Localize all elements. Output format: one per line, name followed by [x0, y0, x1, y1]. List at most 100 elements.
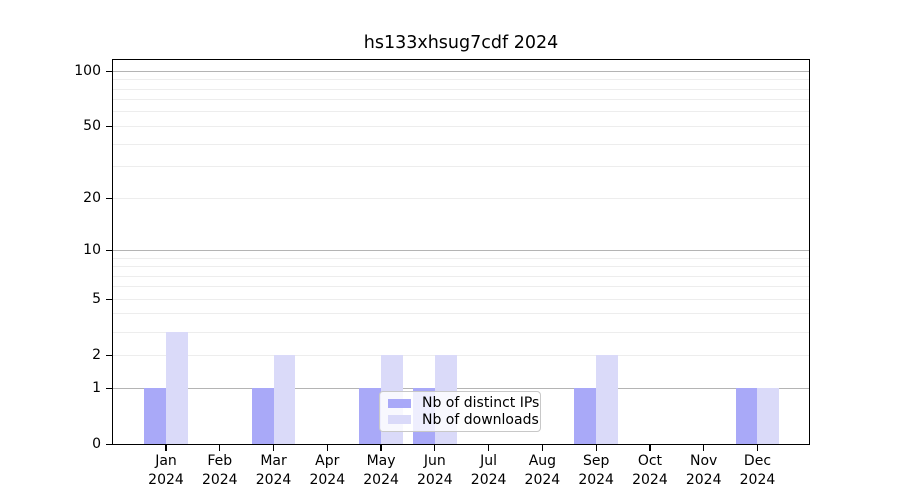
x-tick-month: Jan — [155, 452, 177, 469]
legend-swatch-downloads — [388, 415, 411, 425]
x-tick-year: 2024 — [685, 472, 722, 488]
x-tick-mark — [756, 444, 759, 451]
y-tick-mark — [106, 298, 113, 301]
legend-item: Nb of downloads — [388, 412, 539, 428]
x-tick-label: May 2024 — [349, 452, 413, 491]
x-tick-mark — [219, 444, 221, 451]
x-tick-year: 2024 — [309, 472, 346, 488]
bar-distinct-ips — [735, 387, 758, 444]
x-tick-mark — [272, 444, 275, 451]
legend-label-downloads: Nb of downloads — [422, 411, 539, 428]
bar-distinct-ips — [359, 387, 382, 444]
minor-gridline — [113, 125, 809, 127]
x-tick-label: Nov 2024 — [672, 452, 736, 491]
y-tick-mark — [106, 125, 113, 128]
minor-gridline — [113, 266, 809, 267]
x-tick-month: Mar — [260, 452, 287, 469]
minor-gridline — [113, 354, 809, 356]
minor-gridline — [113, 99, 809, 101]
y-tick-mark — [106, 387, 113, 389]
legend-label-distinct_ips: Nb of distinct IPs — [422, 395, 540, 412]
x-tick-month: Feb — [207, 452, 233, 469]
x-tick-mark — [595, 444, 597, 451]
x-tick-label: Dec 2024 — [725, 452, 789, 491]
x-tick-mark — [380, 444, 382, 451]
legend: Nb of distinct IPs Nb of downloads — [379, 391, 541, 432]
x-tick-month: Jun — [423, 452, 446, 469]
minor-gridline — [113, 298, 809, 300]
minor-gridline — [113, 331, 809, 333]
chart-title: hs133xhsug7cdf 2024 — [363, 33, 559, 53]
x-tick-year: 2024 — [524, 472, 561, 488]
y-tick-label: 0 — [92, 435, 101, 452]
bar-downloads — [596, 354, 618, 444]
x-tick-month: Jul — [480, 452, 498, 469]
y-tick-label: 50 — [83, 117, 101, 134]
y-tick-mark — [106, 443, 113, 445]
x-tick-month: Aug — [528, 452, 557, 469]
y-tick-label: 20 — [83, 189, 101, 206]
x-tick-year: 2024 — [470, 472, 507, 488]
y-tick-label: 5 — [92, 290, 101, 307]
x-tick-year: 2024 — [578, 472, 614, 488]
major-gridline — [113, 70, 809, 72]
y-tick-mark — [106, 354, 113, 357]
y-tick-label: 10 — [83, 241, 101, 258]
x-tick-month: Apr — [315, 452, 340, 469]
x-tick-year: 2024 — [363, 472, 399, 488]
x-tick-year: 2024 — [255, 472, 292, 488]
x-tick-label: Jun 2024 — [403, 452, 467, 491]
x-tick-label: Apr 2024 — [295, 452, 359, 491]
y-tick-label: 100 — [74, 62, 101, 79]
x-tick-month: Dec — [743, 452, 772, 469]
minor-gridline — [113, 79, 809, 81]
x-tick-mark — [541, 444, 544, 451]
x-tick-month: Oct — [637, 452, 663, 469]
plot-frame — [112, 59, 810, 445]
minor-gridline — [113, 143, 809, 145]
minor-gridline — [113, 286, 809, 288]
minor-gridline — [113, 313, 809, 315]
y-tick-label: 1 — [92, 379, 101, 396]
x-tick-year: 2024 — [417, 472, 453, 488]
x-tick-mark — [487, 444, 490, 451]
x-tick-mark — [165, 444, 167, 451]
x-tick-label: Mar 2024 — [242, 452, 306, 491]
x-tick-year: 2024 — [739, 472, 776, 488]
x-tick-label: Oct 2024 — [618, 452, 682, 491]
x-tick-label: Sep 2024 — [564, 452, 628, 491]
minor-gridline — [113, 88, 809, 90]
minor-gridline — [113, 275, 809, 277]
x-tick-mark — [703, 444, 705, 451]
major-gridline — [113, 387, 809, 389]
x-tick-mark — [649, 444, 651, 451]
x-tick-year: 2024 — [201, 472, 238, 488]
x-tick-year: 2024 — [632, 472, 668, 488]
x-tick-month: Nov — [690, 452, 718, 469]
minor-gridline — [113, 257, 809, 259]
bar-distinct-ips — [251, 387, 274, 444]
bar-downloads — [273, 354, 296, 444]
legend-swatch-distinct_ips — [388, 398, 411, 408]
y-tick-mark — [106, 197, 113, 199]
x-tick-mark — [434, 444, 436, 451]
x-tick-year: 2024 — [148, 472, 184, 488]
y-tick-mark — [106, 249, 113, 252]
bar-distinct-ips — [574, 387, 597, 444]
minor-gridline — [113, 197, 809, 199]
legend-item: Nb of distinct IPs — [388, 395, 539, 411]
y-tick-label: 2 — [92, 346, 101, 363]
y-tick-mark — [106, 70, 113, 72]
major-gridline — [113, 249, 809, 251]
bar-downloads — [757, 387, 780, 444]
x-tick-label: Aug 2024 — [510, 452, 574, 491]
x-tick-label: Jan 2024 — [134, 452, 198, 491]
x-tick-month: Sep — [582, 452, 610, 469]
minor-gridline — [113, 166, 809, 168]
x-tick-label: Feb 2024 — [188, 452, 252, 491]
bar-distinct-ips — [144, 387, 166, 444]
x-tick-label: Jul 2024 — [457, 452, 521, 491]
bar-downloads — [166, 331, 188, 444]
x-tick-month: May — [366, 452, 396, 469]
